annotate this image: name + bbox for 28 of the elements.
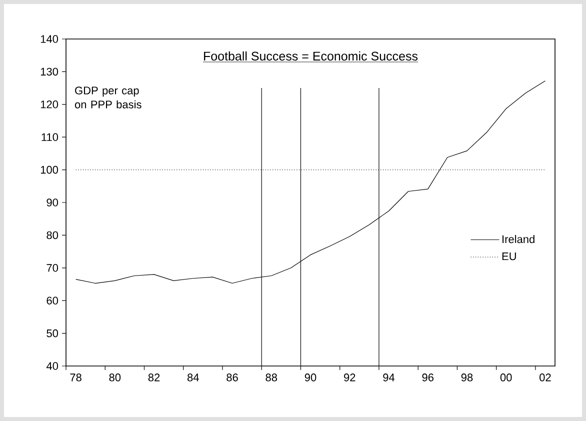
y-tick-label: 90 <box>46 198 58 206</box>
text: Football Success = Economic Success <box>204 51 418 61</box>
y-tick-label: 80 <box>46 231 58 240</box>
legend-label: Ireland <box>502 235 534 244</box>
x-tick-label: 86 <box>226 374 238 382</box>
x-tick-label: 84 <box>187 374 199 382</box>
x-tick-label: 80 <box>109 374 121 382</box>
x-tick-label: 88 <box>266 374 278 382</box>
y-tick-label: 40 <box>46 362 58 370</box>
y-tick-label: 100 <box>40 166 58 174</box>
x-tick-label: 00 <box>500 374 512 382</box>
x-tick-label: 02 <box>540 374 551 382</box>
x-tick-label: 92 <box>344 374 356 382</box>
x-tick-label: 96 <box>422 374 434 382</box>
y-tick-label: 130 <box>40 68 58 76</box>
x-tick-label: 90 <box>304 374 316 382</box>
y-tick-label: 120 <box>40 100 58 108</box>
annotation: GDP per cap on PPP basis <box>74 86 142 108</box>
x-tick-label: 82 <box>148 374 160 382</box>
x-tick-label: 98 <box>461 374 473 382</box>
x-tick-label: 94 <box>383 374 395 382</box>
y-tick-label: 110 <box>42 133 58 141</box>
y-tick-label: 70 <box>46 264 58 272</box>
y-tick-label: 60 <box>46 296 58 304</box>
y-tick-label: 50 <box>46 329 58 338</box>
legend-label: EU <box>502 252 516 260</box>
y-tick-label: 140 <box>40 35 58 43</box>
x-tick-label: 78 <box>70 374 82 382</box>
